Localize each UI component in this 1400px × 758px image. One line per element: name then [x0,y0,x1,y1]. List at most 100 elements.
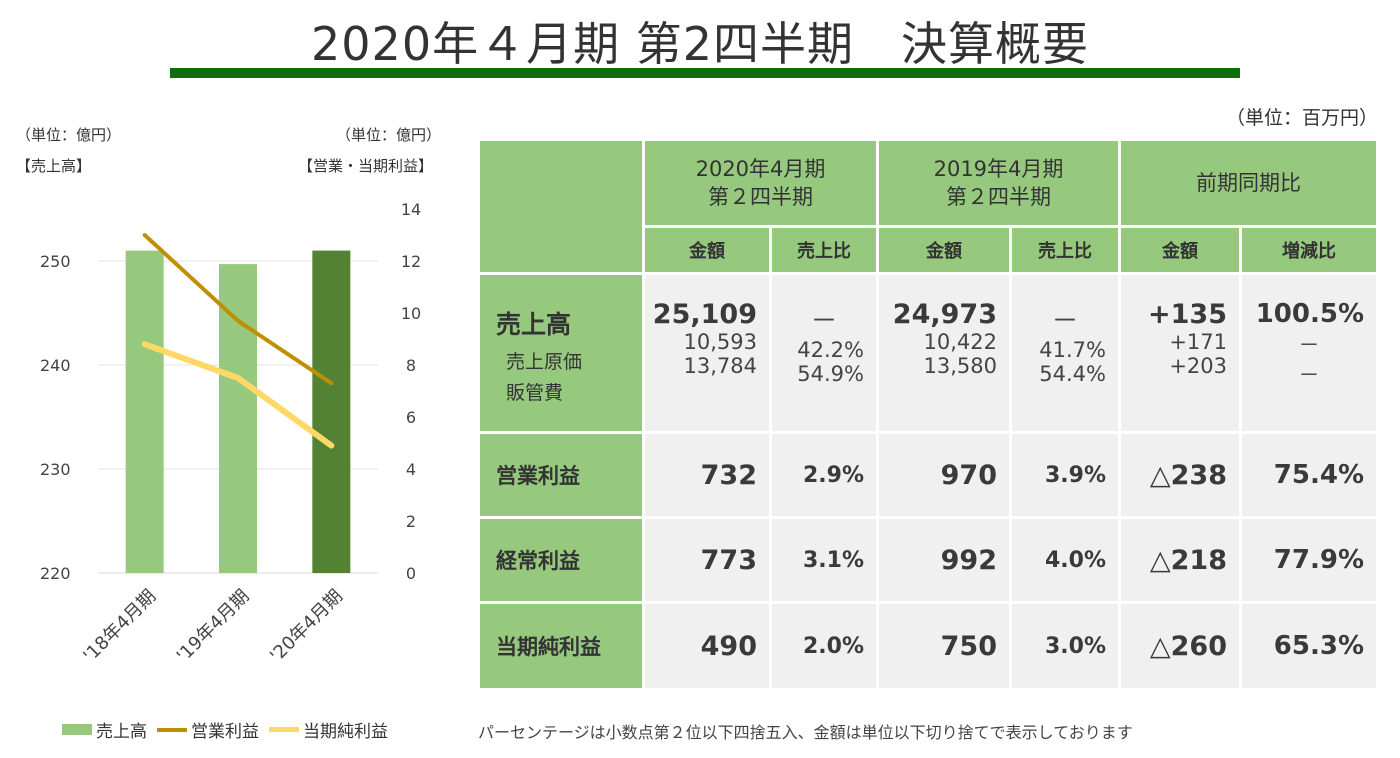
header-2020-line2: 第２四半期 [708,185,813,209]
table-row-operating: 営業利益 732 2.9% 970 3.9% △238 75.4% [480,434,1376,516]
left-unit-label: （単位：億円） [16,126,122,144]
sales-2019-amount-cell: 24,973 10,422 13,580 [879,275,1009,431]
left-axis-title: 【売上高】 [16,157,92,175]
right-axis-tick-label: 2 [406,512,416,531]
header-2020: 2020年4月期 第２四半期 [645,141,876,225]
sga-2019-ratio: 54.4% [1039,362,1106,386]
cogs-2019-ratio: 41.7% [1039,338,1106,362]
right-axis-tick-label: 8 [406,356,416,375]
title-underline [170,68,1240,78]
ordinary-yoy-amount: △218 [1149,544,1227,576]
sga-yoy-amount: +203 [1169,354,1227,378]
x-axis-category-label: '20年4月期 [266,586,347,667]
left-axis-tick-label: 250 [40,252,71,271]
ordinary-yoy-ratio: 77.9% [1273,545,1364,575]
sales-2020-ratio-cell: － 42.2% 54.9% [772,275,876,431]
sales-2019-ratio-cell: － 41.7% 54.4% [1012,275,1118,431]
bar-sales [219,264,257,573]
sga-2019-amount: 13,580 [923,354,997,378]
operating-yoy-ratio: 75.4% [1273,460,1364,490]
sales-2020-amount: 25,109 [652,299,757,330]
table-row-sales: 売上高 売上原価 販管費 25,109 10,593 13,784 － 42.2… [480,275,1376,431]
x-axis-category-label: '19年4月期 [173,586,254,667]
left-axis-tick-label: 230 [40,460,71,479]
operating-2019-ratio: 3.9% [1044,462,1106,488]
row-label-operating: 営業利益 [480,434,642,516]
subheader-ratio-2019: 売上比 [1012,228,1118,272]
sales-2019-ratio: － [1051,306,1079,337]
financial-summary-table: 2020年4月期 第２四半期 2019年4月期 第２四半期 前期同期比 金額 売… [477,138,1379,691]
footnote: パーセンテージは小数点第２位以下四捨五入、金額は単位以下切り捨てで表示しておりま… [478,723,1133,742]
net-2019-ratio: 3.0% [1044,633,1106,659]
cogs-2020-ratio: 42.2% [797,338,864,362]
net-2020-ratio: 2.0% [802,633,864,659]
right-axis-tick-label: 12 [401,252,421,271]
ordinary-2020-amount: 773 [700,544,757,576]
sales-label: 売上高 [496,310,572,339]
line-operating-profit [142,233,334,386]
right-axis-tick-label: 4 [406,460,416,479]
net-yoy-ratio: 65.3% [1273,631,1364,661]
sales-2020-ratio: － [810,306,838,337]
cogs-2019-amount: 10,422 [923,330,997,354]
legend-swatch-sales [62,724,92,735]
right-axis-title: 【営業・当期利益】 [298,157,434,175]
ordinary-2019-amount: 992 [940,544,997,576]
operating-yoy-amount: △238 [1149,459,1227,491]
legend-label-operating: 営業利益 [191,722,259,742]
header-2019: 2019年4月期 第２四半期 [879,141,1118,225]
cogs-yoy-ratio: － [1298,333,1320,357]
net-2020-amount: 490 [700,630,757,662]
net-yoy-amount: △260 [1149,630,1227,662]
performance-chart: 220 230 240 250 0 2 4 6 8 10 12 14 '18年4月期 '19年4月期 '20… [40,200,421,667]
left-axis-tick-label: 240 [40,356,71,375]
table-row-net: 当期純利益 490 2.0% 750 3.0% △260 65.3% [480,604,1376,688]
row-label-net: 当期純利益 [480,604,642,688]
sales-yoy-ratio: 100.5% [1255,299,1364,329]
sales-yoy-amount-cell: +135 +171 +203 [1121,275,1239,431]
ordinary-2020-ratio: 3.1% [802,547,864,573]
sales-2020-amount-cell: 25,109 10,593 13,784 [645,275,769,431]
bar-sales [312,250,351,573]
bar-sales [125,250,164,573]
subheader-ratio-2020: 売上比 [772,228,876,272]
cogs-yoy-amount: +171 [1169,330,1227,354]
operating-2019-amount: 970 [940,459,997,491]
table-row-ordinary: 経常利益 773 3.1% 992 4.0% △218 77.9% [480,519,1376,601]
subheader-amount-2019: 金額 [879,228,1009,272]
sales-yoy-ratio-cell: 100.5% － － [1242,275,1376,431]
legend-label-sales: 売上高 [96,722,147,742]
sga-label: 販管費 [506,382,564,404]
row-label-sales: 売上高 売上原価 販管費 [480,275,642,431]
header-2019-line2: 第２四半期 [946,185,1051,209]
right-axis-tick-label: 6 [406,408,416,427]
legend-label-net: 当期純利益 [303,722,388,742]
legend-swatch-operating [157,727,187,732]
right-axis-tick-label: 10 [401,304,421,323]
legend-swatch-net [269,727,299,732]
net-2019-amount: 750 [940,630,997,662]
right-axis-tick-label: 0 [406,564,416,583]
subheader-amount-yoy: 金額 [1121,228,1239,272]
cogs-label: 売上原価 [506,351,583,373]
sales-yoy-amount: +135 [1148,299,1227,330]
cogs-2020-amount: 10,593 [683,330,757,354]
header-yoy: 前期同期比 [1121,141,1376,225]
sales-2019-amount: 24,973 [892,299,997,330]
ordinary-2019-ratio: 4.0% [1044,547,1106,573]
x-axis-category-label: '18年4月期 [79,586,160,667]
left-axis-tick-label: 220 [40,564,71,583]
sga-2020-ratio: 54.9% [797,362,864,386]
subheader-amount-2020: 金額 [645,228,769,272]
sga-yoy-ratio: － [1298,363,1320,387]
page-title: 2020年４月期 第2四半期 決算概要 [311,17,1089,71]
operating-2020-ratio: 2.9% [802,462,864,488]
header-corner [480,141,642,272]
header-2019-line1: 2019年4月期 [933,157,1064,181]
operating-2020-amount: 732 [700,459,757,491]
right-axis-tick-label: 14 [401,200,421,219]
header-2020-line1: 2020年4月期 [695,157,826,181]
row-label-ordinary: 経常利益 [480,519,642,601]
sga-2020-amount: 13,784 [683,354,757,378]
line-net-profit [141,341,335,449]
